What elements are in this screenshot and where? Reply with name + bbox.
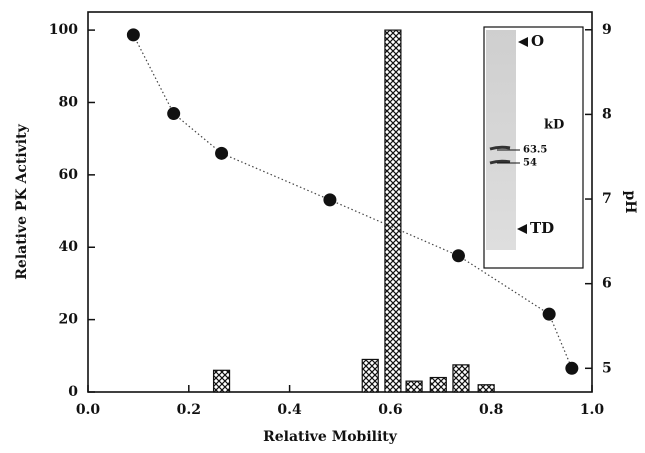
ph-point [323,193,337,207]
y2-tick-label: 8 [602,106,612,122]
inset-label: 63.5 [523,145,547,156]
ph-point [167,107,181,121]
bar [405,380,423,393]
ph-point [215,146,229,160]
inset-label: kD [544,118,564,133]
y-tick-label: 20 [59,312,79,328]
y2-tick-label: 7 [602,191,612,207]
x-axis-label: Relative Mobility [263,429,398,445]
bar [452,364,470,393]
x-tick-label: 0.4 [277,402,302,418]
y2-tick-label: 6 [602,276,612,292]
gel-band [489,159,511,165]
inset-label: 54 [523,158,537,169]
y-axis-label: Relative PK Activity [14,123,30,279]
x-tick-label: 0.2 [177,402,201,418]
x-tick-label: 1.0 [580,402,605,418]
inset-label: TD [530,219,554,237]
gel-lane [486,30,516,250]
ph-point [565,361,579,375]
ph-point [451,249,465,263]
inset-label: O [531,32,544,50]
y2-axis-label: pH [622,190,638,213]
plot-frame [87,11,593,393]
y-tick-label: 0 [68,384,78,400]
y-tick-label: 40 [59,239,79,255]
bar [477,384,495,393]
bar [361,358,379,393]
gel-band [489,145,511,151]
inset: O kD 63.5 54 TD [483,26,584,269]
y-tick-label: 100 [49,22,78,38]
bar [384,29,402,393]
bar [429,376,447,393]
band-arrow [497,149,520,164]
x-tick-label: 0.6 [378,402,402,418]
ph-point [542,307,556,321]
y-tick-label: 60 [59,167,79,183]
y2-tick-label: 9 [602,22,612,38]
ph-point [126,28,140,42]
bar [212,369,231,393]
y-tick-label: 80 [59,94,79,110]
y2-tick-label: 5 [602,360,612,376]
x-tick-label: 0.8 [479,402,503,418]
x-tick-label: 0.0 [76,402,101,418]
